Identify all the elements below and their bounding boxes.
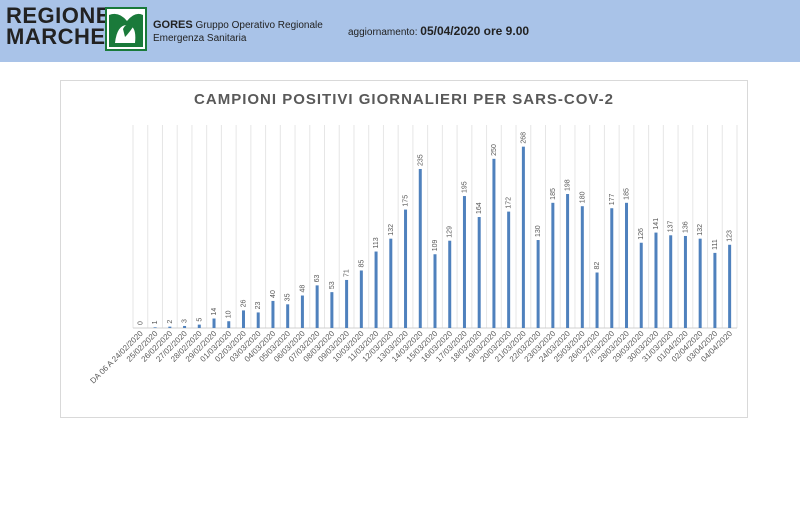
data-label: 235 <box>417 154 424 166</box>
bar <box>300 295 304 328</box>
bar <box>521 146 525 328</box>
data-label: 53 <box>329 281 336 289</box>
bar <box>566 194 570 328</box>
data-label: 132 <box>388 224 395 236</box>
data-label: 198 <box>565 179 572 191</box>
bar <box>536 240 540 328</box>
update-info: aggiornamento: 05/04/2020 ore 9.00 <box>348 24 529 38</box>
bar <box>683 235 687 328</box>
bar <box>330 292 334 328</box>
data-label: 185 <box>550 188 557 200</box>
bar <box>698 238 702 328</box>
data-label: 185 <box>624 188 631 200</box>
header-banner: REGIONE MARCHE GORES Gruppo Operativo Re… <box>0 0 800 62</box>
chart-container: CAMPIONI POSITIVI GIORNALIERI PER SARS-C… <box>60 80 748 418</box>
bar <box>168 326 172 328</box>
bar <box>492 158 496 328</box>
data-label: 177 <box>609 193 616 205</box>
bar <box>551 202 555 328</box>
data-label: 23 <box>255 302 262 310</box>
bar <box>256 312 260 328</box>
data-label: 82 <box>594 262 601 270</box>
data-label: 195 <box>461 181 468 193</box>
bar <box>286 304 290 328</box>
region-logo-text: REGIONE MARCHE <box>6 3 111 49</box>
data-label: 35 <box>285 293 292 301</box>
bar <box>212 318 216 328</box>
bar <box>183 325 187 328</box>
data-label: 10 <box>226 310 233 318</box>
data-label: 2 <box>167 320 174 324</box>
region-emblem-icon <box>105 7 147 51</box>
data-label: 111 <box>712 239 719 250</box>
data-label: 141 <box>653 218 660 230</box>
bar <box>418 168 422 328</box>
data-label: 63 <box>314 274 321 282</box>
data-label: 0 <box>137 321 144 325</box>
bar <box>507 211 511 328</box>
data-label: 250 <box>491 144 498 156</box>
bar <box>433 254 437 328</box>
org-short: GORES <box>153 19 193 31</box>
data-label: 3 <box>182 319 189 323</box>
data-label: 172 <box>506 197 513 209</box>
data-label: 26 <box>240 300 247 308</box>
data-label: 137 <box>668 221 675 233</box>
bar-chart: 0DA 06 A 24/02/2020125/02/2020226/02/202… <box>88 125 738 385</box>
bar <box>639 242 643 328</box>
data-label: 129 <box>447 226 454 238</box>
data-label: 1 <box>152 320 159 324</box>
bar <box>448 240 452 328</box>
data-label: 85 <box>358 260 365 268</box>
bar <box>580 206 584 328</box>
bar <box>595 272 599 328</box>
bar <box>654 232 658 328</box>
data-label: 130 <box>535 225 542 237</box>
bar <box>197 324 201 328</box>
data-label: 40 <box>270 290 277 298</box>
org-desc-2: Emergenza Sanitaria <box>153 33 247 44</box>
bar <box>713 252 717 328</box>
data-label: 48 <box>299 285 306 293</box>
data-label: 109 <box>432 239 439 251</box>
bar <box>271 300 275 328</box>
bar <box>462 196 466 328</box>
bar <box>389 238 393 328</box>
data-label: 5 <box>196 318 203 322</box>
org-desc-1: Gruppo Operativo Regionale <box>195 20 323 31</box>
bar <box>669 235 673 328</box>
bar <box>241 310 245 328</box>
data-label: 14 <box>211 308 218 316</box>
bar <box>374 251 378 328</box>
update-label: aggiornamento: <box>348 27 418 38</box>
update-value: 05/04/2020 ore 9.00 <box>420 24 530 38</box>
bar <box>345 279 349 328</box>
chart-title: CAMPIONI POSITIVI GIORNALIERI PER SARS-C… <box>194 91 614 108</box>
data-label: 180 <box>579 191 586 203</box>
data-label: 164 <box>476 202 483 214</box>
data-label: 175 <box>403 195 410 207</box>
org-label: GORES Gruppo Operativo Regionale Emergen… <box>153 19 323 45</box>
bar <box>610 208 614 328</box>
data-label: 71 <box>344 269 351 277</box>
logo-line-2: MARCHE <box>6 24 106 49</box>
bar <box>477 217 481 328</box>
data-label: 126 <box>638 228 645 240</box>
data-label: 136 <box>682 221 689 233</box>
data-label: 132 <box>697 224 704 236</box>
bar <box>315 285 319 328</box>
data-label: 268 <box>520 132 527 144</box>
bar <box>404 209 408 328</box>
bar <box>625 202 629 328</box>
logo-line-1: REGIONE <box>6 3 111 28</box>
bar <box>359 270 363 328</box>
bar <box>153 327 157 328</box>
bar <box>227 321 231 328</box>
bar <box>728 244 732 328</box>
data-label: 123 <box>727 230 734 242</box>
data-label: 113 <box>373 237 380 248</box>
